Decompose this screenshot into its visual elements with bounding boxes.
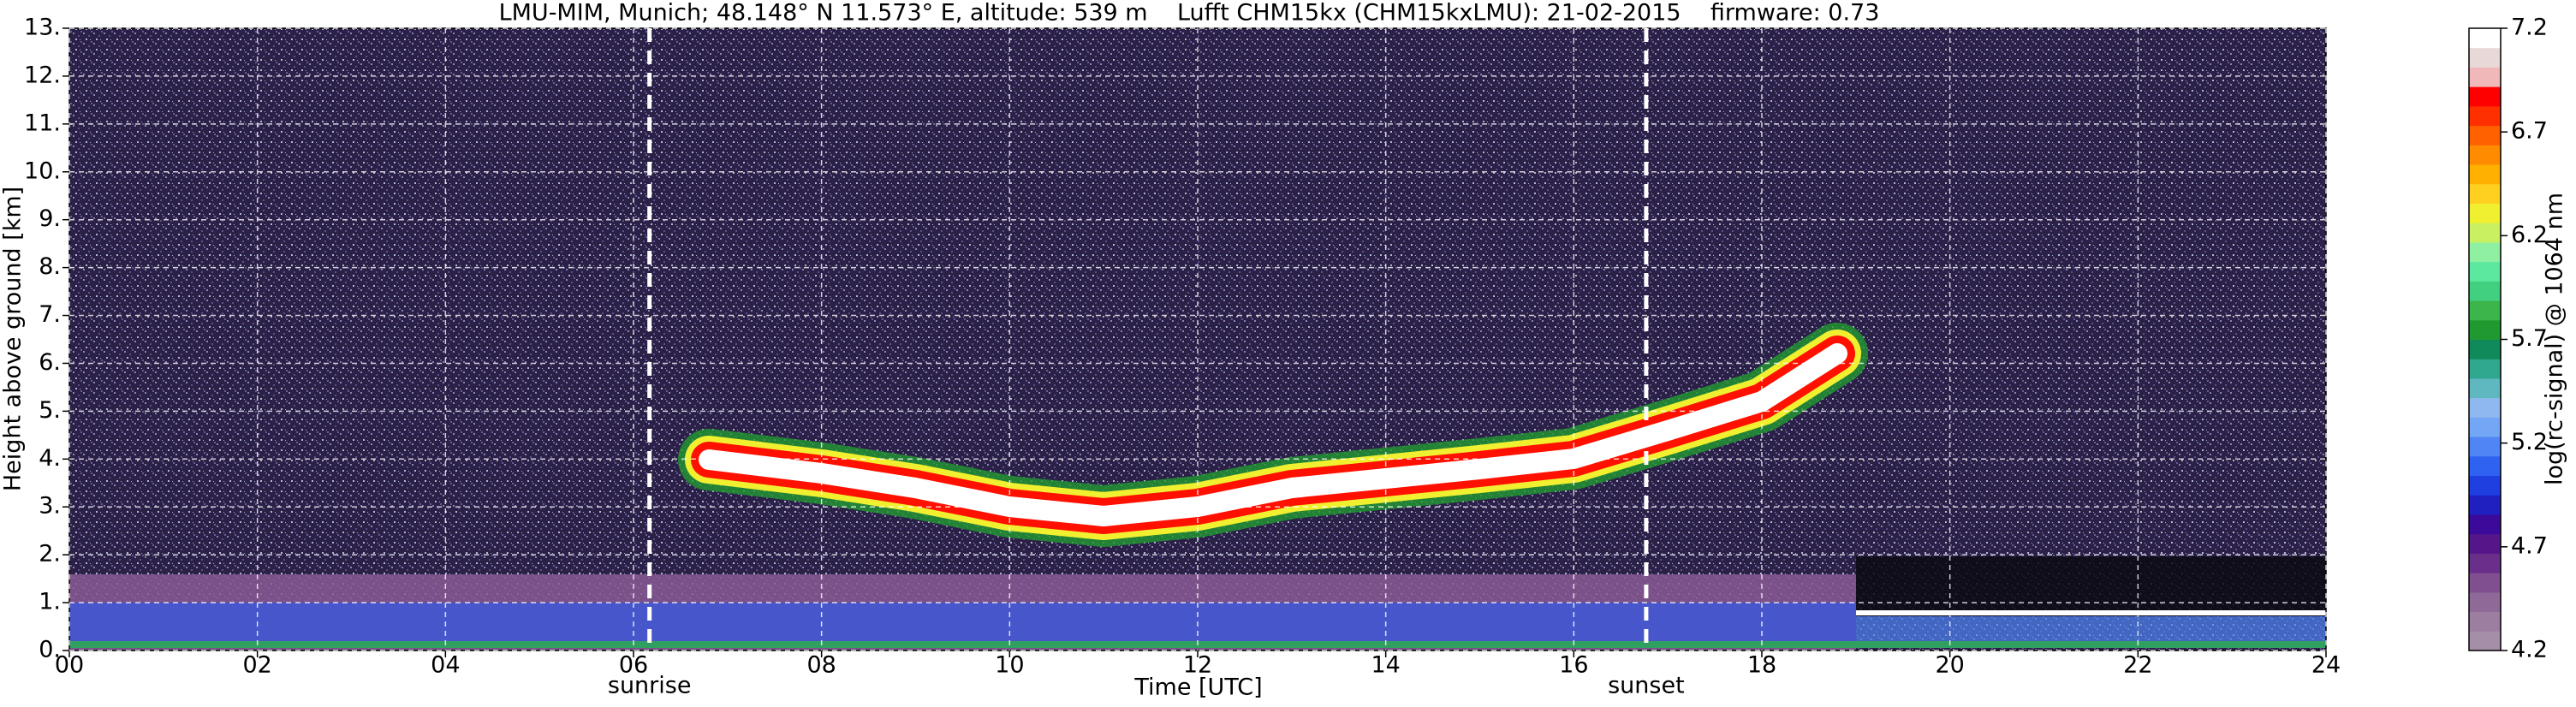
- colorbar-tick-label: 6.2: [2511, 222, 2548, 248]
- colorbar-tick-label: 6.7: [2511, 118, 2548, 145]
- y-tick-label: 6.: [39, 349, 61, 376]
- colorbar-segment: [2469, 261, 2501, 282]
- colorbar-segment: [2469, 319, 2501, 340]
- colorbar-segment: [2469, 145, 2501, 165]
- y-tick-label: 4.: [39, 445, 61, 472]
- colorbar-segment: [2469, 573, 2501, 593]
- colorbar-segment: [2469, 437, 2501, 457]
- colorbar-segment: [2469, 203, 2501, 223]
- y-tick-label: 1.: [39, 589, 61, 615]
- chart-title: LMU-MIM, Munich; 48.148° N 11.573° E, al…: [499, 0, 1880, 27]
- x-tick-label: 02: [242, 652, 271, 679]
- x-tick-label: 00: [55, 652, 84, 679]
- x-tick-label: 14: [1371, 652, 1400, 679]
- annotation-label: sunrise: [608, 673, 692, 699]
- y-tick-label: 13.: [24, 15, 61, 41]
- colorbar-segment: [2469, 339, 2501, 359]
- colorbar-segment: [2469, 47, 2501, 68]
- y-tick-label: 11.: [24, 110, 61, 136]
- y-tick-label: 2.: [39, 541, 61, 567]
- y-tick-label: 0.: [39, 637, 61, 663]
- colorbar-segment: [2469, 417, 2501, 437]
- colorbar-segment: [2469, 514, 2501, 535]
- x-tick-label: 18: [1747, 652, 1776, 679]
- colorbar-segment: [2469, 533, 2501, 554]
- colorbar-segment: [2469, 67, 2501, 87]
- x-tick-label: 04: [431, 652, 460, 679]
- x-tick-label: 22: [2123, 652, 2152, 679]
- colorbar-segment: [2469, 631, 2501, 651]
- colorbar-tick-label: 7.2: [2511, 15, 2548, 41]
- colorbar-segment: [2469, 223, 2501, 243]
- colorbar-label: log(rc-signal) @ 1064 nm: [2542, 193, 2568, 485]
- colorbar-segment: [2469, 125, 2501, 146]
- y-tick-label: 10.: [24, 157, 61, 184]
- x-tick-label: 06: [619, 652, 648, 679]
- colorbar-segment: [2469, 281, 2501, 301]
- colorbar-segment: [2469, 86, 2501, 107]
- colorbar-segment: [2469, 455, 2501, 477]
- colorbar-segment: [2469, 183, 2501, 204]
- y-tick-label: 7.: [39, 301, 61, 328]
- colorbar-segment: [2469, 105, 2501, 127]
- x-tick-label: 08: [806, 652, 836, 679]
- x-axis-label: Time [UTC]: [1133, 674, 1262, 701]
- colorbar-segment: [2469, 397, 2501, 418]
- colorbar-segment: [2469, 475, 2501, 496]
- colorbar-segment: [2469, 28, 2501, 49]
- x-tick-label: 12: [1183, 652, 1212, 679]
- x-tick-label: 10: [995, 652, 1024, 679]
- x-tick-label: 24: [2311, 652, 2341, 679]
- annotation-label: sunset: [1608, 673, 1685, 699]
- colorbar-tick-label: 4.2: [2511, 637, 2548, 663]
- colorbar-segment: [2469, 611, 2501, 632]
- colorbar-segment: [2469, 359, 2501, 379]
- y-tick-label: 9.: [39, 205, 61, 232]
- y-axis-label: Height above ground [km]: [0, 187, 27, 491]
- colorbar-segment: [2469, 300, 2501, 321]
- colorbar-tick-label: 5.2: [2511, 429, 2548, 455]
- y-tick-label: 5.: [39, 397, 61, 424]
- colorbar-segment: [2469, 553, 2501, 573]
- colorbar-segment: [2469, 495, 2501, 515]
- x-tick-label: 16: [1559, 652, 1588, 679]
- x-tick-label: 20: [1935, 652, 1964, 679]
- colorbar-tick-label: 5.7: [2511, 325, 2548, 352]
- colorbar-segment: [2469, 164, 2501, 185]
- y-tick-label: 12.: [24, 62, 61, 88]
- colorbar-segment: [2469, 377, 2501, 399]
- y-tick-label: 3.: [39, 493, 61, 520]
- y-tick-label: 8.: [39, 253, 61, 280]
- colorbar-tick-label: 4.7: [2511, 532, 2548, 559]
- colorbar-segment: [2469, 591, 2501, 613]
- colorbar-segment: [2469, 241, 2501, 263]
